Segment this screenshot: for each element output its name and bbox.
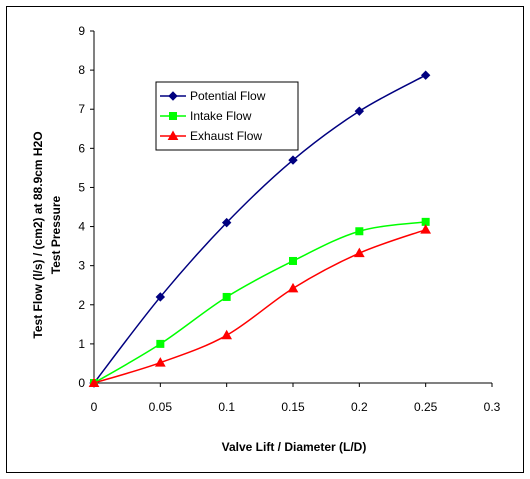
legend-label: Exhaust Flow: [190, 129, 262, 143]
y-axis-title-line-2: Test Pressure: [49, 195, 63, 274]
data-point-potential-flow: [288, 155, 298, 165]
y-tick-label: 2: [78, 298, 85, 312]
x-tick-label: 0.2: [351, 400, 368, 414]
x-tick-label: 0.25: [414, 400, 438, 414]
series-line-intake-flow: [93, 221, 426, 384]
legend-item-exhaust-flow: Exhaust Flow: [160, 129, 262, 143]
legend-marker: [168, 91, 178, 101]
data-point-intake-flow: [222, 292, 231, 301]
y-tick-label: 1: [78, 337, 85, 351]
y-tick-label: 0: [78, 376, 85, 390]
legend: Potential Flow Intake Flow Exhaust Flow: [155, 81, 299, 151]
legend-marker: [169, 112, 177, 120]
y-tick-label: 9: [78, 24, 85, 38]
data-point-exhaust-flow: [88, 377, 100, 387]
legend-item-intake-flow: Intake Flow: [160, 109, 252, 123]
plot-area: 0 1 2 3 4 5 6 7 8 9 0 0.05 0.1 0.15 0.2 0.25 0.3: [78, 24, 500, 414]
data-point-exhaust-flow: [420, 224, 432, 234]
data-point-exhaust-flow: [287, 282, 299, 293]
data-point-exhaust-flow: [353, 247, 365, 258]
y-tick-label: 8: [78, 63, 85, 77]
y-tick-label: 6: [78, 141, 85, 155]
y-tick-label: 5: [78, 180, 85, 194]
y-tick-label: 4: [78, 220, 85, 234]
series-exhaust-flow: [88, 224, 432, 387]
x-tick-label: 0.1: [218, 400, 235, 414]
series-line-exhaust-flow: [93, 228, 426, 384]
y-tick-label: 7: [78, 102, 85, 116]
data-point-potential-flow: [354, 106, 365, 116]
data-point-intake-flow: [156, 339, 165, 348]
series-intake-flow: [90, 217, 430, 387]
x-tick-label: 0.05: [149, 400, 173, 414]
y-axis-title-line-1: Test Flow (l/s) / (cm2) at 88.9cm H2O: [31, 131, 45, 338]
y-tick-label: 3: [78, 259, 85, 273]
x-tick-label: 0.15: [281, 400, 305, 414]
data-point-exhaust-flow: [221, 329, 233, 340]
x-tick-label: 0: [91, 400, 98, 414]
legend-label: Intake Flow: [190, 109, 252, 123]
x-tick-label: 0.3: [484, 400, 501, 414]
legend-marker: [167, 130, 179, 140]
data-point-potential-flow: [221, 217, 232, 228]
data-point-exhaust-flow: [154, 357, 166, 367]
data-point-potential-flow: [420, 70, 431, 80]
data-point-potential-flow: [155, 292, 166, 302]
data-point-intake-flow: [289, 256, 297, 265]
legend-label: Potential Flow: [190, 89, 266, 103]
legend-item-potential-flow: Potential Flow: [160, 89, 266, 103]
series-layer: [88, 70, 432, 388]
data-point-intake-flow: [355, 227, 364, 236]
x-axis-title: Valve Lift / Diameter (L/D): [222, 440, 367, 454]
